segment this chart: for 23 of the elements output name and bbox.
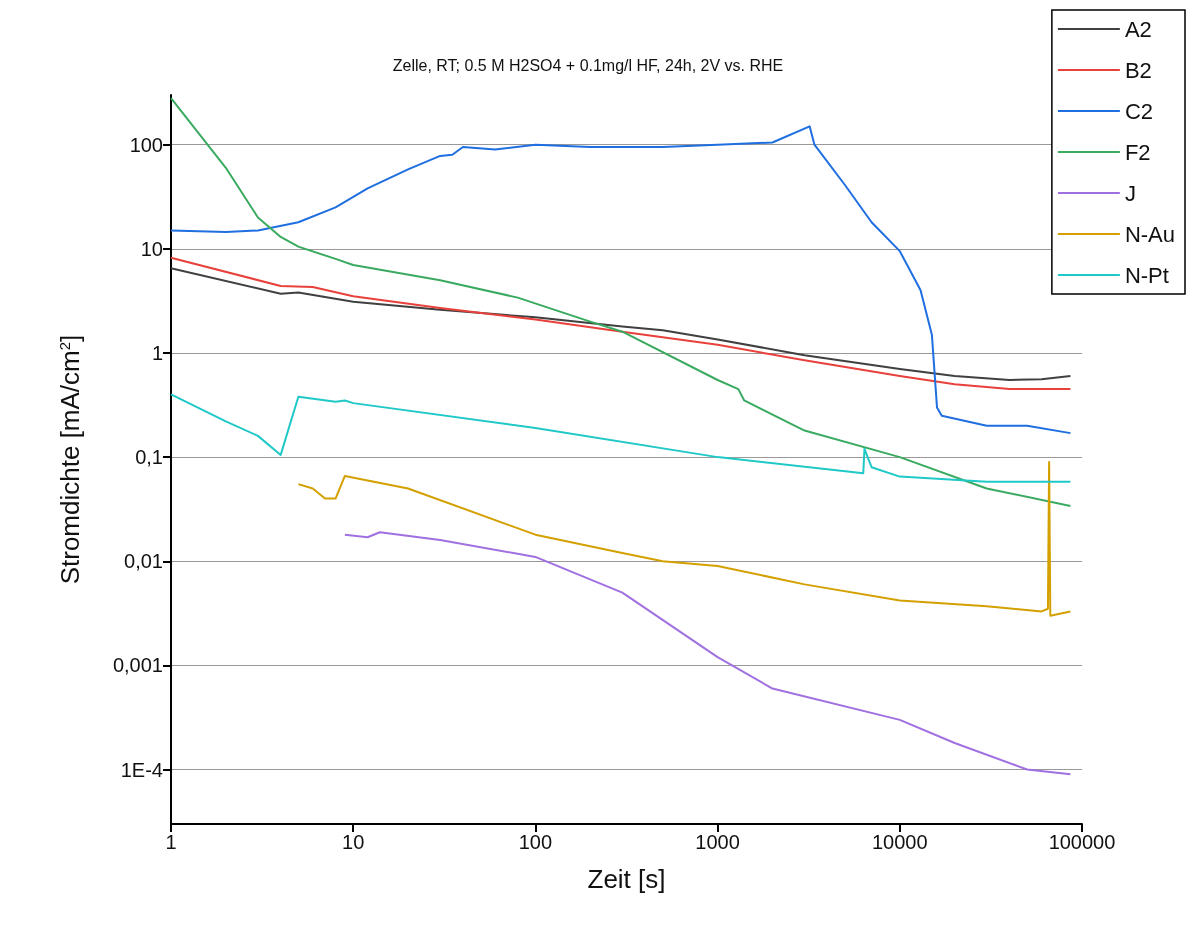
y-tick-label: 100 [129,133,163,156]
legend-label: J [1124,180,1136,206]
chart-title: Zelle, RT; 0.5 M H2SO4 + 0.1mg/l HF, 24h, 2V vs. RHE [392,56,784,74]
x-axis-title: Zeit [s] [587,864,666,894]
x-tick-label: 10 [342,831,365,853]
y-tick-label: 0,1 [135,446,163,469]
legend-label: C2 [1124,98,1153,124]
y-tick-label: 0,01 [124,550,163,573]
x-tick-label: 1000 [695,831,740,853]
legend-label: N-Pt [1124,262,1169,288]
legend-label: N-Au [1124,221,1175,247]
y-tick-label: 1E-4 [120,758,163,781]
x-tick-label: 100000 [1048,831,1116,853]
y-axis-title: Stromdichte [mA/cm2] [55,334,85,585]
x-tick-label: 100 [518,831,553,853]
legend-label: A2 [1124,16,1152,42]
legend-label: B2 [1124,57,1152,83]
y-tick-label: 1 [151,341,163,364]
x-tick-label: 10000 [871,831,928,853]
y-tick-label: 10 [140,237,163,260]
y-tick-label: 0,001 [112,654,163,677]
x-tick-label: 1 [165,831,177,853]
legend-label: F2 [1124,139,1151,165]
